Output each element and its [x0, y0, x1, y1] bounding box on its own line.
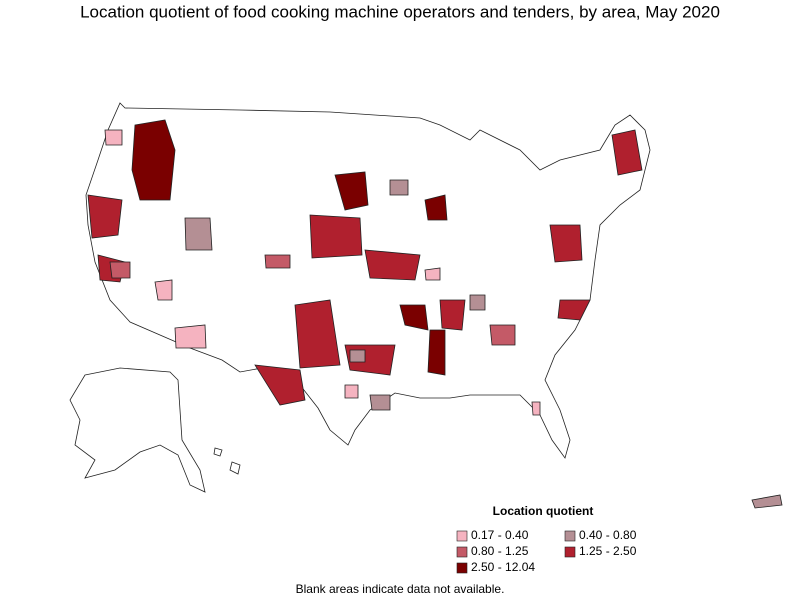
area-region — [349, 349, 366, 363]
area-region — [309, 214, 363, 259]
area-region — [611, 129, 643, 176]
map-title: Location quotient of food cooking machin… — [80, 2, 720, 21]
area-region — [87, 194, 123, 239]
area-region — [344, 384, 359, 399]
area-region — [751, 494, 783, 509]
area-region — [557, 299, 591, 321]
area-region — [469, 294, 486, 311]
hawaii — [213, 447, 223, 457]
legend-label: 0.17 - 0.40 — [471, 528, 529, 542]
area-region — [439, 299, 466, 331]
note: Blank areas indicate data not available. — [296, 582, 505, 596]
area-region — [549, 224, 583, 263]
area-region — [174, 324, 207, 349]
legend-swatch — [564, 530, 576, 542]
area-region — [424, 267, 441, 281]
area-region — [184, 217, 213, 251]
legend-swatch — [456, 530, 468, 542]
area-region — [531, 401, 541, 416]
legend-label: 0.80 - 1.25 — [471, 544, 529, 558]
area-region — [109, 261, 131, 279]
area-region — [264, 254, 291, 269]
area-region — [389, 179, 409, 196]
legend-swatch — [456, 546, 468, 558]
regions — [87, 119, 783, 509]
area-region — [489, 324, 516, 346]
legend-label: 0.40 - 0.80 — [579, 528, 637, 542]
area-region — [427, 329, 446, 376]
legend-swatch — [456, 562, 468, 574]
area-region — [154, 279, 173, 301]
alaska — [69, 367, 206, 493]
legend-swatch — [564, 546, 576, 558]
legend-label: 1.25 - 2.50 — [579, 544, 637, 558]
legend-label: 2.50 - 12.04 — [471, 560, 535, 574]
area-region — [104, 129, 123, 146]
map — [69, 102, 651, 493]
area-region — [364, 249, 421, 281]
area-region — [254, 364, 306, 406]
area-region — [131, 119, 176, 201]
hawaii-big — [229, 461, 241, 475]
us-mainland — [85, 102, 651, 459]
legend-title: Location quotient — [493, 504, 594, 518]
legend: 0.17 - 0.40 0.40 - 0.80 0.80 - 1.25 1.25 - … — [456, 528, 637, 574]
area-region — [334, 171, 369, 211]
area-region — [369, 394, 391, 411]
area-region — [399, 304, 429, 331]
area-region — [294, 299, 341, 369]
area-region — [424, 194, 448, 221]
